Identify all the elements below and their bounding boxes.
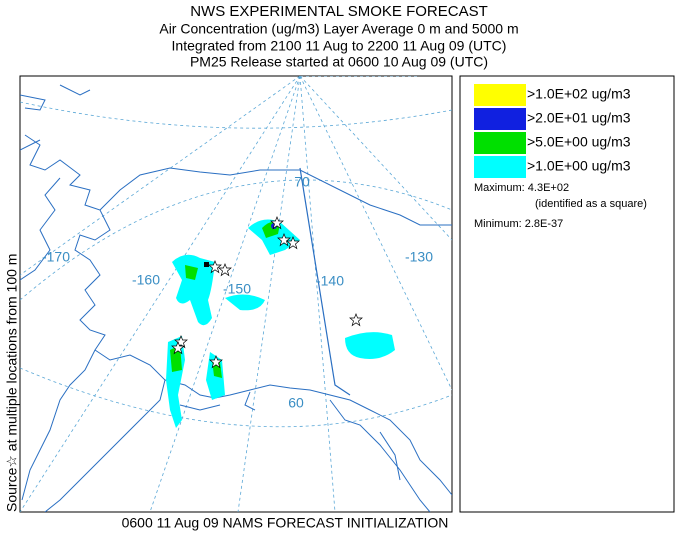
lat-label: 70 xyxy=(294,174,310,190)
legend-label: >2.0E+01 ug/m3 xyxy=(527,110,631,126)
lon-label: -130 xyxy=(405,249,433,265)
smoke-plumes xyxy=(166,219,395,428)
map-frame xyxy=(19,75,453,513)
legend-label: >5.0E+00 ug/m3 xyxy=(527,134,631,150)
coastline xyxy=(179,391,431,512)
subtitle: Integrated from 2100 11 Aug to 2200 11 A… xyxy=(172,38,507,54)
coastline xyxy=(20,84,111,501)
footer: 0600 11 Aug 09 NAMS FORECAST INITIALIZAT… xyxy=(122,515,449,531)
coastline xyxy=(99,167,452,226)
maximum-note: (identified as a square) xyxy=(535,198,647,210)
sources xyxy=(171,216,363,368)
subtitle: PM25 Release started at 0600 10 Aug 09 (… xyxy=(190,54,488,70)
border xyxy=(299,167,351,396)
coastline xyxy=(164,379,452,496)
coastline xyxy=(20,139,61,281)
legend-swatch xyxy=(474,132,526,154)
graticule xyxy=(20,179,452,301)
legend-swatch xyxy=(474,84,526,106)
graticule xyxy=(20,101,452,129)
lon-label: -160 xyxy=(132,272,160,288)
legend: >1.0E+02 ug/m3 >2.0E+01 ug/m3 >5.0E+00 ug/… xyxy=(474,84,631,178)
lon-label: -150 xyxy=(223,281,251,297)
coastline xyxy=(44,349,166,512)
legend-label: >1.0E+02 ug/m3 xyxy=(527,86,631,102)
lat-label: 60 xyxy=(288,395,304,411)
graticule xyxy=(299,76,452,391)
graticule xyxy=(149,76,301,512)
map: 70 -170 -160 -150 -140 -130 60 xyxy=(19,75,453,513)
maximum: Maximum: 4.3E+02 xyxy=(474,182,569,194)
subtitle: Air Concentration (ug/m3) Layer Average … xyxy=(159,21,518,37)
lon-label: -140 xyxy=(316,273,344,289)
graticule xyxy=(299,76,336,512)
side-label: Source☆ at multiple locations from 100 m xyxy=(4,254,20,512)
graticule xyxy=(20,76,301,512)
legend-swatch xyxy=(474,108,526,130)
legend-swatch xyxy=(474,156,526,178)
title: NWS EXPERIMENTAL SMOKE FORECAST xyxy=(190,3,488,20)
graticule xyxy=(237,76,301,512)
graticule xyxy=(20,367,452,428)
minimum: Minimum: 2.8E-37 xyxy=(474,218,563,230)
legend-label: >1.0E+00 ug/m3 xyxy=(527,158,631,174)
graticule xyxy=(299,76,452,241)
lon-label: -170 xyxy=(42,249,70,265)
